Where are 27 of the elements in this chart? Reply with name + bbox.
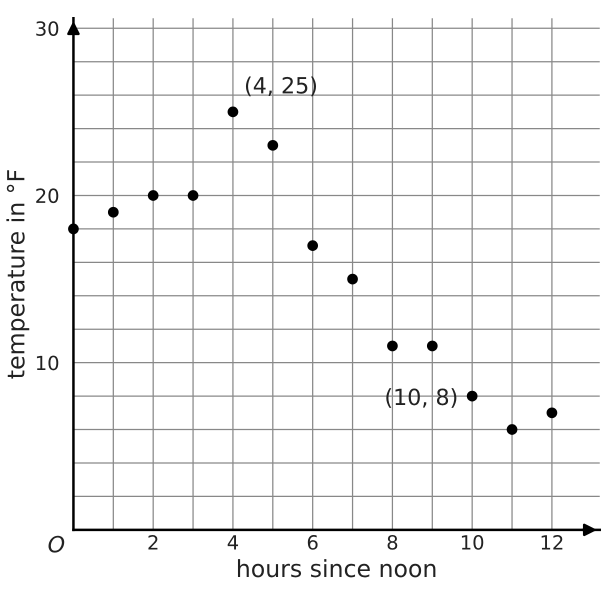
x-axis-title: hours since noon <box>238 559 436 578</box>
point <box>347 274 358 284</box>
x-tick-label: 2 <box>148 535 158 550</box>
point <box>68 224 79 234</box>
x-tick-label: 8 <box>388 535 398 550</box>
y-tick-label: 30 <box>36 21 58 36</box>
point <box>466 390 478 402</box>
x-tick-label: 6 <box>308 535 318 550</box>
point <box>546 407 558 418</box>
x-tick-label: 12 <box>542 535 562 550</box>
point <box>108 206 119 218</box>
point <box>506 424 518 435</box>
point <box>228 106 238 118</box>
point <box>148 190 159 201</box>
point <box>387 340 398 352</box>
y-tick-label: 20 <box>36 188 58 204</box>
x-tick-label: 4 <box>228 535 238 550</box>
y-axis-title: temperature in °F <box>6 170 30 379</box>
y-tick-label: 10 <box>36 356 58 370</box>
text: O <box>48 536 64 553</box>
annotation: (4, 25) <box>246 76 316 96</box>
annotation: (10, 8) <box>386 388 456 408</box>
point <box>307 240 318 251</box>
point <box>188 190 198 201</box>
point <box>426 340 438 352</box>
point <box>267 140 278 151</box>
x-tick-label: 10 <box>462 535 484 550</box>
